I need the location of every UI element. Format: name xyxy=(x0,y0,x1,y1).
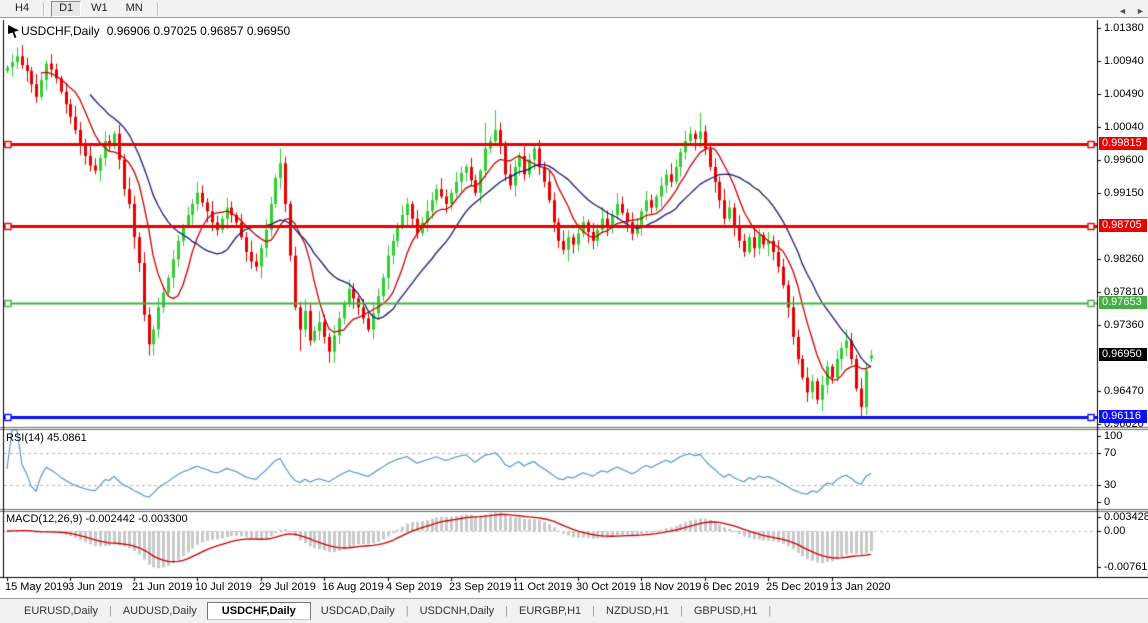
pane-splitter-macd[interactable] xyxy=(0,508,1148,512)
tab-scroll-right-icon[interactable]: ► xyxy=(1136,6,1145,16)
macd-label: MACD(12,26,9) -0.002442 -0.003300 xyxy=(6,513,188,525)
tab-audusd-daily[interactable]: AUDUSD,Daily xyxy=(122,605,197,617)
tab-scroll-left-icon[interactable]: ◄ xyxy=(1118,6,1127,16)
timeframe-button-d1[interactable]: D1 xyxy=(51,0,82,17)
tab-separator: | xyxy=(679,605,683,617)
chart-title: USDCHF,Daily 0.96906 0.97025 0.96857 0.96… xyxy=(21,24,290,38)
tab-separator: | xyxy=(592,605,596,617)
timeframe-button-h4[interactable]: H4 xyxy=(15,1,30,14)
tab-separator: | xyxy=(768,605,772,617)
tab-eurusd-daily[interactable]: EURUSD,Daily xyxy=(24,605,98,617)
tab-usdcnh-daily[interactable]: USDCNH,Daily xyxy=(419,605,495,617)
pane-splitter-rsi[interactable] xyxy=(0,426,1148,430)
rsi-label: RSI(14) 45.0861 xyxy=(6,432,87,444)
chart-symbol-label: USDCHF,Daily xyxy=(21,24,100,38)
timeframe-button-mn[interactable]: MN xyxy=(125,1,143,14)
tab-eurgbp-h1[interactable]: EURGBP,H1 xyxy=(519,605,582,617)
chart-ohlc-values: 0.96906 0.97025 0.96857 0.96950 xyxy=(106,24,291,38)
tab-separator: | xyxy=(405,605,409,617)
toolbar-separator xyxy=(43,1,46,16)
symbol-tab-bar: EURUSD,Daily | AUDUSD,Daily USDCHF,Daily USD… xyxy=(0,598,1148,623)
toolbar-separator xyxy=(156,1,159,16)
tab-gbpusd-h1[interactable]: GBPUSD,H1 xyxy=(693,605,758,617)
tab-nzdusd-h1[interactable]: NZDUSD,H1 xyxy=(606,605,669,617)
timeframe-button-w1[interactable]: W1 xyxy=(91,1,108,14)
tab-separator: | xyxy=(108,605,112,617)
timeframe-toolbar: H4 D1 W1 MN xyxy=(0,0,1148,18)
tab-usdchf-daily[interactable]: USDCHF,Daily xyxy=(206,602,311,620)
tab-separator: | xyxy=(505,605,509,617)
cursor-icon xyxy=(8,25,19,38)
tab-usdcad-daily[interactable]: USDCAD,Daily xyxy=(320,605,395,617)
